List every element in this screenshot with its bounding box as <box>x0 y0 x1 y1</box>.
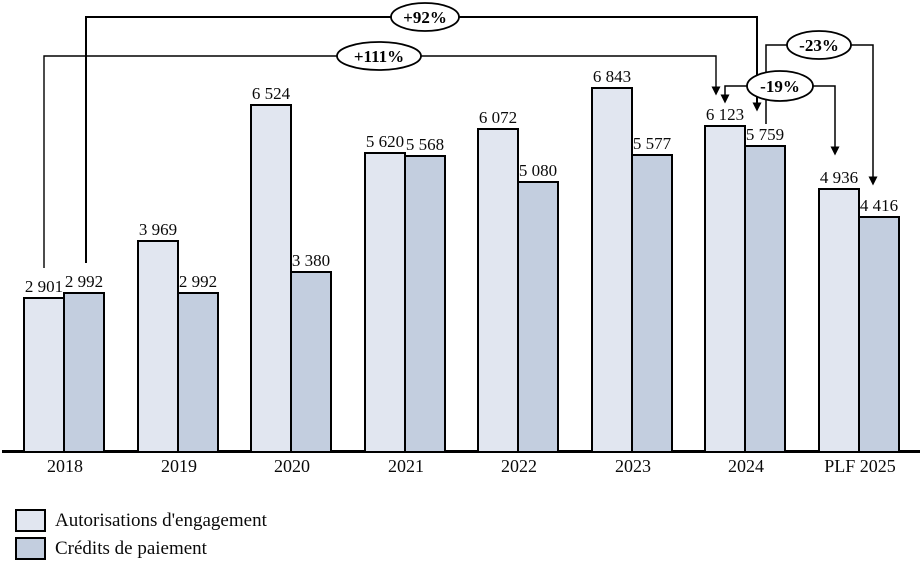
bar-value-label: 6 072 <box>478 108 518 127</box>
annotation-label: +111% <box>354 47 404 66</box>
legend-swatch-ae <box>15 509 46 532</box>
annotation-label: -23% <box>799 36 839 55</box>
bar-value-label: 6 524 <box>251 84 291 103</box>
bar-cp-2022 <box>517 181 559 453</box>
annotation-arrow-line <box>765 44 819 124</box>
bar-ae-2023 <box>591 87 633 453</box>
bar-value-label: 4 416 <box>859 196 899 215</box>
bar-ae-2024 <box>704 125 746 453</box>
x-axis-label: 2020 <box>274 456 310 476</box>
bar-cp-2021 <box>404 155 446 453</box>
legend-swatch-cp <box>15 537 46 560</box>
annotation-label: -19% <box>760 77 800 96</box>
x-axis-label: 2023 <box>615 456 651 476</box>
bar-ae-2020 <box>250 104 292 453</box>
bar-ae-2021 <box>364 152 406 453</box>
x-axis-label: PLF 2025 <box>824 456 896 476</box>
bar-cp-2023 <box>631 154 673 453</box>
bar-cp-2019 <box>177 292 219 453</box>
bar-value-label: 3 969 <box>138 220 178 239</box>
bar-value-label: 6 843 <box>592 67 632 86</box>
x-axis-label: 2021 <box>388 456 424 476</box>
bar-cp-2018 <box>63 292 105 453</box>
bar-cp-2024 <box>744 145 786 453</box>
annotation-arrow-line <box>819 44 878 186</box>
bar-value-label: 6 123 <box>705 105 745 124</box>
annotation-oval <box>336 41 422 71</box>
bar-value-label: 2 901 <box>24 277 64 296</box>
legend-item-ae: Autorisations d'engagement <box>15 509 267 532</box>
annotation-oval <box>786 30 852 60</box>
legend: Autorisations d'engagement Crédits de pa… <box>15 509 267 565</box>
legend-label-cp: Crédits de paiement <box>55 537 207 559</box>
bar-value-label: 2 992 <box>64 272 104 291</box>
x-axis-label: 2024 <box>728 456 764 476</box>
legend-label-ae: Autorisations d'engagement <box>55 509 267 531</box>
x-axis-line <box>2 450 920 453</box>
annotation-arrow-line <box>720 85 780 104</box>
bar-value-label: 4 936 <box>819 168 859 187</box>
bar-value-label: 2 992 <box>178 272 218 291</box>
x-axis-label: 2018 <box>47 456 83 476</box>
bar-cp-plf-2025 <box>858 216 900 453</box>
annotation-oval <box>390 2 460 32</box>
x-axis-label: 2022 <box>501 456 537 476</box>
annotation-label: +92% <box>403 8 447 27</box>
annotation-oval <box>746 70 814 102</box>
bar-ae-plf-2025 <box>818 188 860 453</box>
bar-ae-2018 <box>23 297 65 453</box>
bar-cp-2020 <box>290 271 332 453</box>
legend-item-cp: Crédits de paiement <box>15 537 267 560</box>
x-axis-label: 2019 <box>161 456 197 476</box>
bar-ae-2022 <box>477 128 519 453</box>
bar-ae-2019 <box>137 240 179 453</box>
